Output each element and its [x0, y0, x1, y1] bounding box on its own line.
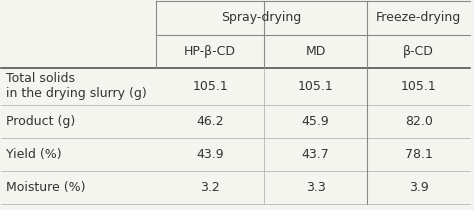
Text: 105.1: 105.1	[192, 80, 228, 93]
Text: 43.9: 43.9	[196, 148, 224, 161]
Text: 105.1: 105.1	[401, 80, 437, 93]
Text: 105.1: 105.1	[298, 80, 334, 93]
Text: 43.7: 43.7	[302, 148, 329, 161]
Text: 3.9: 3.9	[409, 181, 428, 194]
Text: 3.2: 3.2	[200, 181, 220, 194]
Text: Total solids
in the drying slurry (g): Total solids in the drying slurry (g)	[6, 72, 147, 100]
Text: 45.9: 45.9	[302, 115, 329, 128]
Text: Moisture (%): Moisture (%)	[6, 181, 86, 194]
Text: β-CD: β-CD	[403, 45, 434, 58]
Text: HP-β-CD: HP-β-CD	[184, 45, 236, 58]
Text: Spray-drying: Spray-drying	[221, 12, 302, 25]
Text: Yield (%): Yield (%)	[6, 148, 62, 161]
Text: Freeze-drying: Freeze-drying	[376, 12, 461, 25]
Text: Product (g): Product (g)	[6, 115, 75, 128]
Text: 82.0: 82.0	[405, 115, 433, 128]
Text: 46.2: 46.2	[196, 115, 224, 128]
Text: 3.3: 3.3	[306, 181, 326, 194]
Text: MD: MD	[305, 45, 326, 58]
Text: 78.1: 78.1	[405, 148, 433, 161]
